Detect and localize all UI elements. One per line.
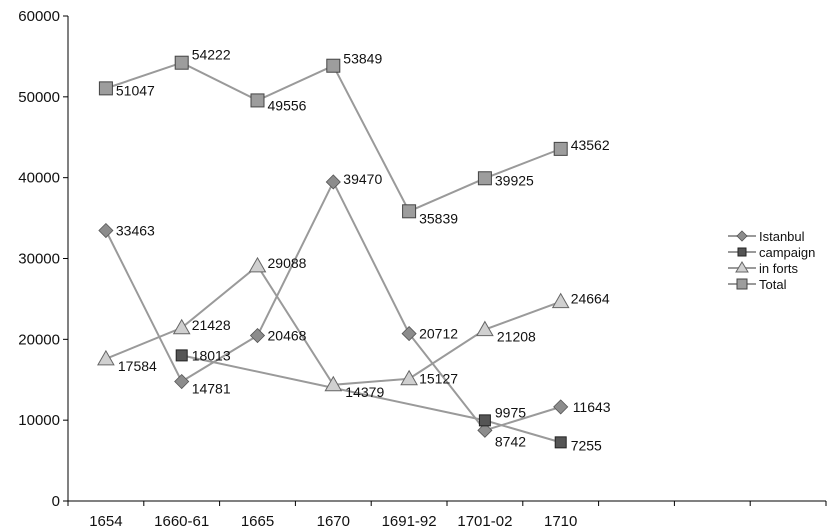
data-point (476, 320, 494, 337)
data-point (98, 81, 113, 96)
data-point (98, 222, 114, 239)
data-point (172, 318, 191, 335)
x-tick-label: 1670 (317, 513, 350, 530)
x-tick-label: 1691-92 (382, 513, 437, 530)
data-point (554, 436, 567, 449)
x-tick-label: 1710 (544, 513, 577, 530)
legend-label: campaign (759, 245, 815, 260)
data-label: 39925 (495, 172, 534, 188)
data-point (551, 292, 570, 309)
data-point (401, 326, 417, 342)
data-label: 43562 (571, 137, 610, 153)
data-label: 51047 (116, 82, 155, 98)
y-tick-label: 0 (52, 493, 60, 510)
data-label: 21428 (192, 317, 231, 333)
chart-axes: 0 10000 20000 30000 40000 50000 60000 1654 1660-… (18, 8, 827, 530)
y-tick-label: 50000 (18, 89, 60, 106)
data-label: 49556 (268, 97, 307, 113)
legend-label: in forts (759, 261, 799, 276)
data-point (326, 58, 341, 73)
x-tick-label: 1654 (89, 513, 122, 530)
y-tick-label: 30000 (18, 251, 60, 268)
data-label: 33463 (116, 223, 155, 239)
series-markers (97, 55, 570, 449)
data-label: 21208 (497, 329, 536, 345)
data-label: 14781 (192, 381, 231, 397)
data-label: 17584 (118, 358, 157, 374)
y-tick-label: 40000 (18, 170, 60, 187)
data-point (402, 204, 417, 219)
data-label: 24664 (571, 291, 610, 307)
x-tick-label: 1701-02 (457, 513, 512, 530)
data-point (175, 349, 188, 362)
data-label: 14379 (345, 384, 384, 400)
data-point (97, 349, 115, 366)
y-tick-label: 20000 (18, 331, 60, 348)
data-label: 9975 (495, 404, 526, 420)
data-point (553, 141, 568, 156)
data-point (324, 375, 343, 392)
legend-label: Total (759, 277, 787, 292)
data-label: 15127 (419, 371, 458, 387)
data-point (400, 369, 418, 386)
data-point (174, 373, 190, 390)
data-label: 11643 (573, 399, 611, 415)
data-label: 20468 (268, 328, 307, 344)
legend-marker (736, 278, 748, 290)
legend-marker (737, 247, 747, 257)
data-point (553, 399, 569, 415)
data-point (248, 256, 267, 273)
data-label: 35839 (419, 210, 458, 226)
series-line-istanbul (105, 179, 561, 432)
data-label: 18013 (192, 347, 231, 363)
data-point (249, 327, 266, 344)
data-label: 7255 (571, 437, 602, 453)
data-label: 54222 (192, 47, 231, 63)
data-labels: 33463 14781 20468 39470 20712 8742 11643 18013 9… (116, 47, 611, 454)
legend-marker (735, 261, 749, 273)
data-point (478, 414, 491, 427)
data-point (325, 174, 341, 190)
data-label: 29088 (268, 255, 307, 271)
data-point (477, 171, 492, 186)
legend-marker (736, 230, 748, 242)
data-label: 8742 (495, 433, 526, 449)
data-point (250, 93, 265, 108)
legend-label: Istanbul (759, 229, 805, 244)
data-point (477, 422, 493, 438)
data-point (174, 55, 189, 70)
x-tick-label: 1660-61 (154, 513, 209, 530)
y-tick-label: 60000 (18, 8, 60, 25)
data-label: 53849 (343, 51, 382, 67)
data-label: 20712 (419, 326, 458, 342)
x-tick-label: 1665 (241, 513, 274, 530)
data-label: 39470 (343, 171, 382, 187)
y-tick-label: 10000 (18, 412, 60, 429)
